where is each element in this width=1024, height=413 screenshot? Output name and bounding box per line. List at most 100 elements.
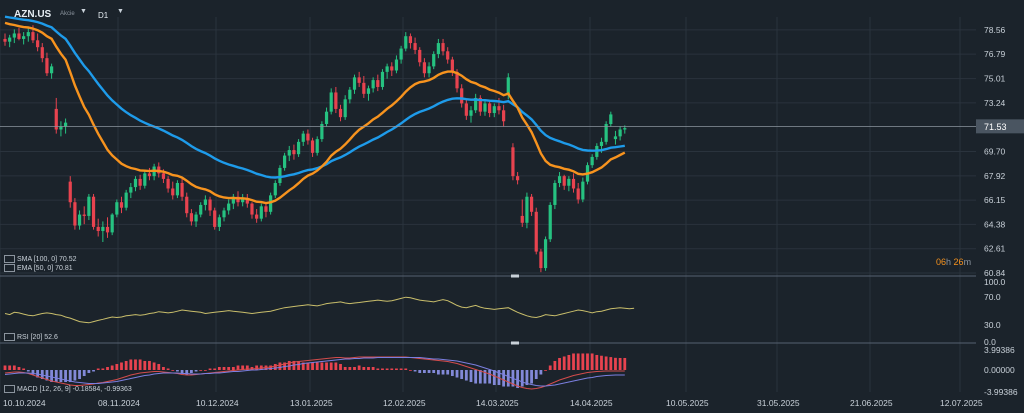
- macd-histogram-bar: [222, 366, 226, 370]
- symbol-selector[interactable]: AZN.US: [14, 9, 52, 20]
- candle-body: [213, 210, 217, 227]
- macd-histogram-bar: [567, 354, 571, 370]
- candle-body: [199, 204, 203, 215]
- macd-histogram-bar: [483, 370, 487, 384]
- candle-body: [422, 62, 426, 74]
- macd-histogram-bar: [595, 354, 599, 370]
- macd-histogram-bar: [581, 353, 585, 370]
- candle-body: [250, 203, 254, 215]
- price-tick-label: 67.92: [984, 171, 1006, 181]
- macd-histogram-bar: [273, 363, 277, 370]
- candle-body: [385, 66, 389, 72]
- time-tick-label: 13.01.2025: [290, 398, 333, 408]
- candle-body: [17, 33, 21, 39]
- candle-body: [87, 196, 91, 216]
- candle-body: [394, 59, 399, 71]
- candle-body: [511, 147, 515, 177]
- candle-body: [73, 202, 77, 226]
- macd-histogram-bar: [553, 360, 557, 370]
- macd-histogram-bar: [17, 366, 21, 370]
- candle-countdown: 06h 26m: [936, 257, 971, 267]
- macd-histogram-bar: [101, 368, 105, 370]
- macd-histogram-bar: [287, 360, 291, 370]
- macd-histogram-bar: [213, 368, 217, 370]
- indicator-settings-icon[interactable]: [4, 264, 15, 272]
- indicator-settings-icon[interactable]: [4, 255, 15, 263]
- candle-body: [101, 226, 105, 232]
- macd-histogram-bar: [236, 365, 240, 370]
- candle-body: [352, 77, 357, 90]
- candle-body: [82, 214, 86, 216]
- price-tick-label: 76.79: [984, 49, 1006, 59]
- time-tick-label: 10.12.2024: [196, 398, 239, 408]
- candle-body: [189, 213, 193, 222]
- price-candles[interactable]: [3, 25, 627, 273]
- macd-histogram-bar: [534, 370, 538, 380]
- macd-histogram-bar: [502, 370, 506, 387]
- last-price-line: 71.53: [0, 119, 1024, 134]
- candle-body: [432, 54, 436, 67]
- macd-histogram-bar: [395, 368, 398, 370]
- macd-histogram-bar: [227, 366, 231, 370]
- macd-histogram-bar: [520, 370, 524, 387]
- candle-body: [105, 226, 110, 233]
- macd-histogram-bar: [525, 370, 529, 386]
- candle-body: [571, 178, 576, 189]
- symbol-dropdown-icon[interactable]: ▼: [80, 8, 87, 15]
- macd-histogram-bar: [78, 370, 81, 380]
- candle-body: [217, 217, 221, 227]
- timeframe-selector[interactable]: D1: [98, 11, 109, 20]
- indicator-settings-icon[interactable]: [4, 333, 15, 341]
- candle-body: [436, 43, 440, 55]
- candle-body: [310, 140, 315, 153]
- macd-histogram-bar: [544, 370, 547, 371]
- macd-histogram-bar: [73, 370, 77, 381]
- candle-body: [446, 51, 450, 60]
- macd-histogram-bar: [409, 370, 412, 371]
- time-tick-label: 31.05.2025: [757, 398, 800, 408]
- indicator-settings-icon[interactable]: [4, 385, 15, 393]
- candle-body: [301, 133, 305, 142]
- macd-histogram-bar: [614, 357, 617, 370]
- candle-body: [241, 198, 245, 203]
- macd-histogram-bar: [185, 370, 189, 375]
- price-tick-label: 73.24: [984, 98, 1006, 108]
- macd-histogram-bar: [297, 360, 300, 370]
- ema-legend[interactable]: EMA [50, 0] 70.81: [4, 264, 73, 272]
- candle-body: [567, 178, 571, 186]
- macd-histogram-bar: [339, 363, 342, 370]
- macd-histogram-bar: [171, 370, 175, 371]
- candle-body: [562, 176, 566, 186]
- macd-histogram-bar: [600, 355, 603, 370]
- macd-histogram-bar: [162, 366, 165, 370]
- candle-body: [404, 36, 408, 49]
- rsi-legend[interactable]: RSI [20] 52.6: [4, 333, 58, 341]
- macd-tick-label: 0.00000: [984, 365, 1015, 375]
- candle-body: [348, 89, 352, 100]
- macd-histogram-bar: [148, 360, 151, 370]
- candle-body: [63, 122, 68, 127]
- macd-histogram-bar: [54, 370, 58, 383]
- macd-histogram-bar: [134, 359, 137, 370]
- macd-histogram-bar: [413, 370, 417, 372]
- time-tick-label: 10.10.2024: [3, 398, 46, 408]
- macd-histogram-bar: [96, 368, 100, 370]
- candle-body: [502, 110, 506, 122]
- macd-histogram-bar: [176, 370, 179, 372]
- candle-body: [245, 198, 249, 204]
- timeframe-dropdown-icon[interactable]: ▼: [117, 8, 124, 15]
- macd-histogram-bar: [180, 370, 184, 374]
- rsi-pane: [4, 296, 635, 324]
- macd-histogram-bar: [329, 362, 333, 370]
- candle-body: [529, 196, 534, 212]
- macd-histogram-bar: [464, 370, 468, 381]
- macd-histogram-bar: [572, 353, 575, 370]
- countdown-minutes: 26: [953, 257, 964, 267]
- macd-tick-label: -3.99386: [984, 387, 1018, 397]
- macd-histogram-bar: [423, 370, 426, 374]
- countdown-minutes-unit: m: [963, 257, 972, 267]
- macd-histogram-bar: [436, 370, 440, 375]
- sma-legend[interactable]: SMA [100, 0] 70.52: [4, 255, 77, 263]
- macd-legend[interactable]: MACD [12, 26, 9] -0.18584, -0.99363: [4, 385, 132, 393]
